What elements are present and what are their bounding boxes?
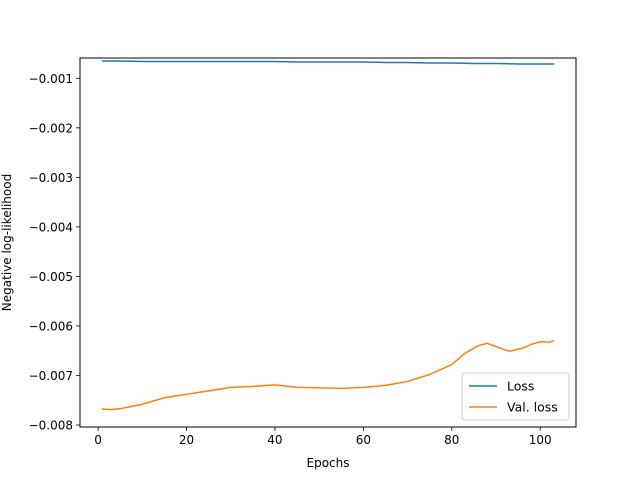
x-tick-label: 40 bbox=[267, 433, 282, 447]
legend-label-loss: Loss bbox=[507, 379, 534, 394]
plot-lines bbox=[101, 60, 555, 411]
y-tick-label: −0.007 bbox=[29, 369, 73, 383]
series-line-1 bbox=[101, 339, 555, 411]
y-tick-label: −0.002 bbox=[29, 121, 73, 135]
y-tick-label: −0.003 bbox=[29, 171, 73, 185]
y-axis-label: Negative log-likelihood bbox=[0, 174, 14, 311]
x-tick-label: 0 bbox=[94, 433, 102, 447]
x-tick-label: 60 bbox=[356, 433, 371, 447]
y-tick-label: −0.005 bbox=[29, 270, 73, 284]
legend-box bbox=[461, 372, 570, 421]
y-tick-label: −0.004 bbox=[29, 220, 73, 234]
legend-label-val-loss: Val. loss bbox=[507, 400, 558, 415]
x-axis: 0 20 40 60 80 100 bbox=[94, 427, 552, 447]
y-axis: −0.001 −0.002 −0.003 −0.004 −0.005 −0.006 −0.0… bbox=[29, 72, 80, 433]
series-line-0 bbox=[101, 60, 555, 65]
legend: Loss Val. loss bbox=[461, 372, 570, 421]
x-tick-label: 80 bbox=[444, 433, 459, 447]
y-tick-label: −0.001 bbox=[29, 72, 73, 86]
y-tick-label: −0.008 bbox=[29, 419, 73, 433]
x-axis-label: Epochs bbox=[307, 456, 350, 470]
x-tick-label: 20 bbox=[179, 433, 194, 447]
x-tick-label: 100 bbox=[529, 433, 552, 447]
plot-frame bbox=[79, 57, 577, 428]
y-tick-label: −0.006 bbox=[29, 319, 73, 333]
